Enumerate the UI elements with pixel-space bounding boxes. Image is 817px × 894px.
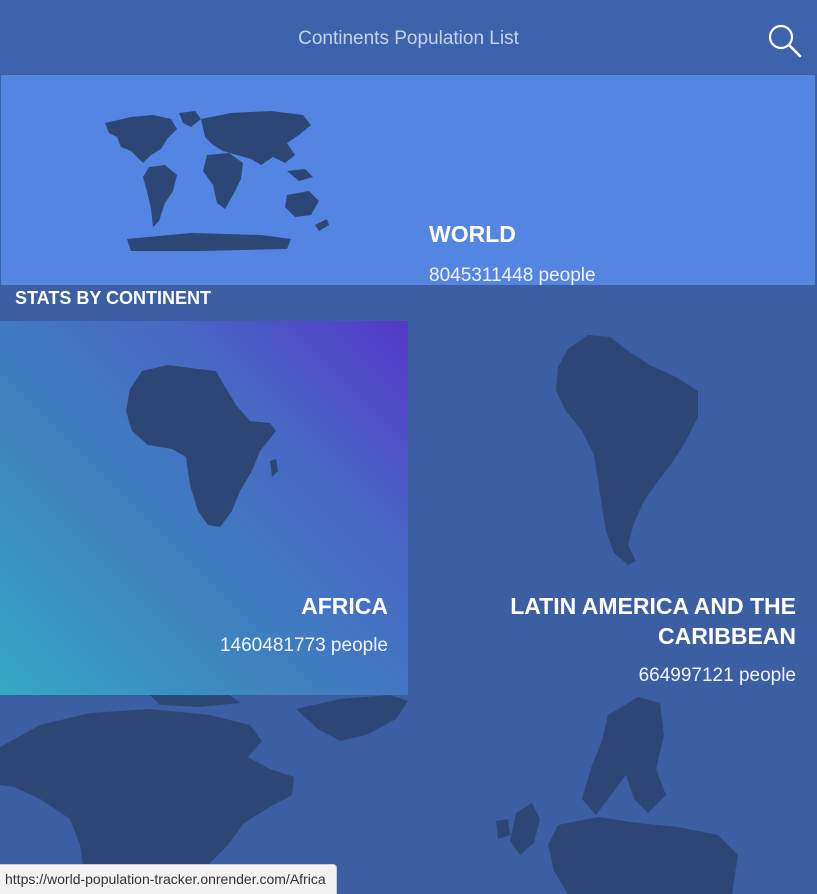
- search-icon: [768, 24, 802, 58]
- app-header: Continents Population List: [0, 0, 817, 74]
- continent-card-europe[interactable]: [408, 695, 816, 894]
- world-name: WORLD: [429, 221, 516, 247]
- status-bar-url: https://world-population-tracker.onrende…: [0, 864, 337, 894]
- search-button[interactable]: [765, 20, 805, 60]
- africa-map-image: [126, 365, 278, 527]
- continent-card-north-america[interactable]: [0, 695, 408, 894]
- world-card[interactable]: WORLD 8045311448 people: [1, 75, 815, 286]
- world-population: 8045311448 people: [429, 265, 596, 286]
- north-america-map-image: [0, 695, 408, 894]
- section-title: STATS BY CONTINENT: [15, 288, 212, 308]
- continent-population: 1460481773 people: [219, 635, 388, 656]
- europe-map-image: [496, 697, 738, 894]
- continent-name: AFRICA: [301, 593, 388, 619]
- continent-card-africa[interactable]: AFRICA 1460481773 people: [0, 321, 408, 695]
- latin-america-map-image: [556, 335, 698, 565]
- continent-card-latin-america[interactable]: LATIN AMERICA AND THE CARIBBEAN 66499712…: [408, 321, 816, 695]
- continent-population: 664997121 people: [638, 665, 796, 686]
- continent-name: LATIN AMERICA AND THE CARIBBEAN: [510, 593, 796, 649]
- world-map-image: [105, 111, 329, 251]
- page-title: Continents Population List: [298, 28, 519, 49]
